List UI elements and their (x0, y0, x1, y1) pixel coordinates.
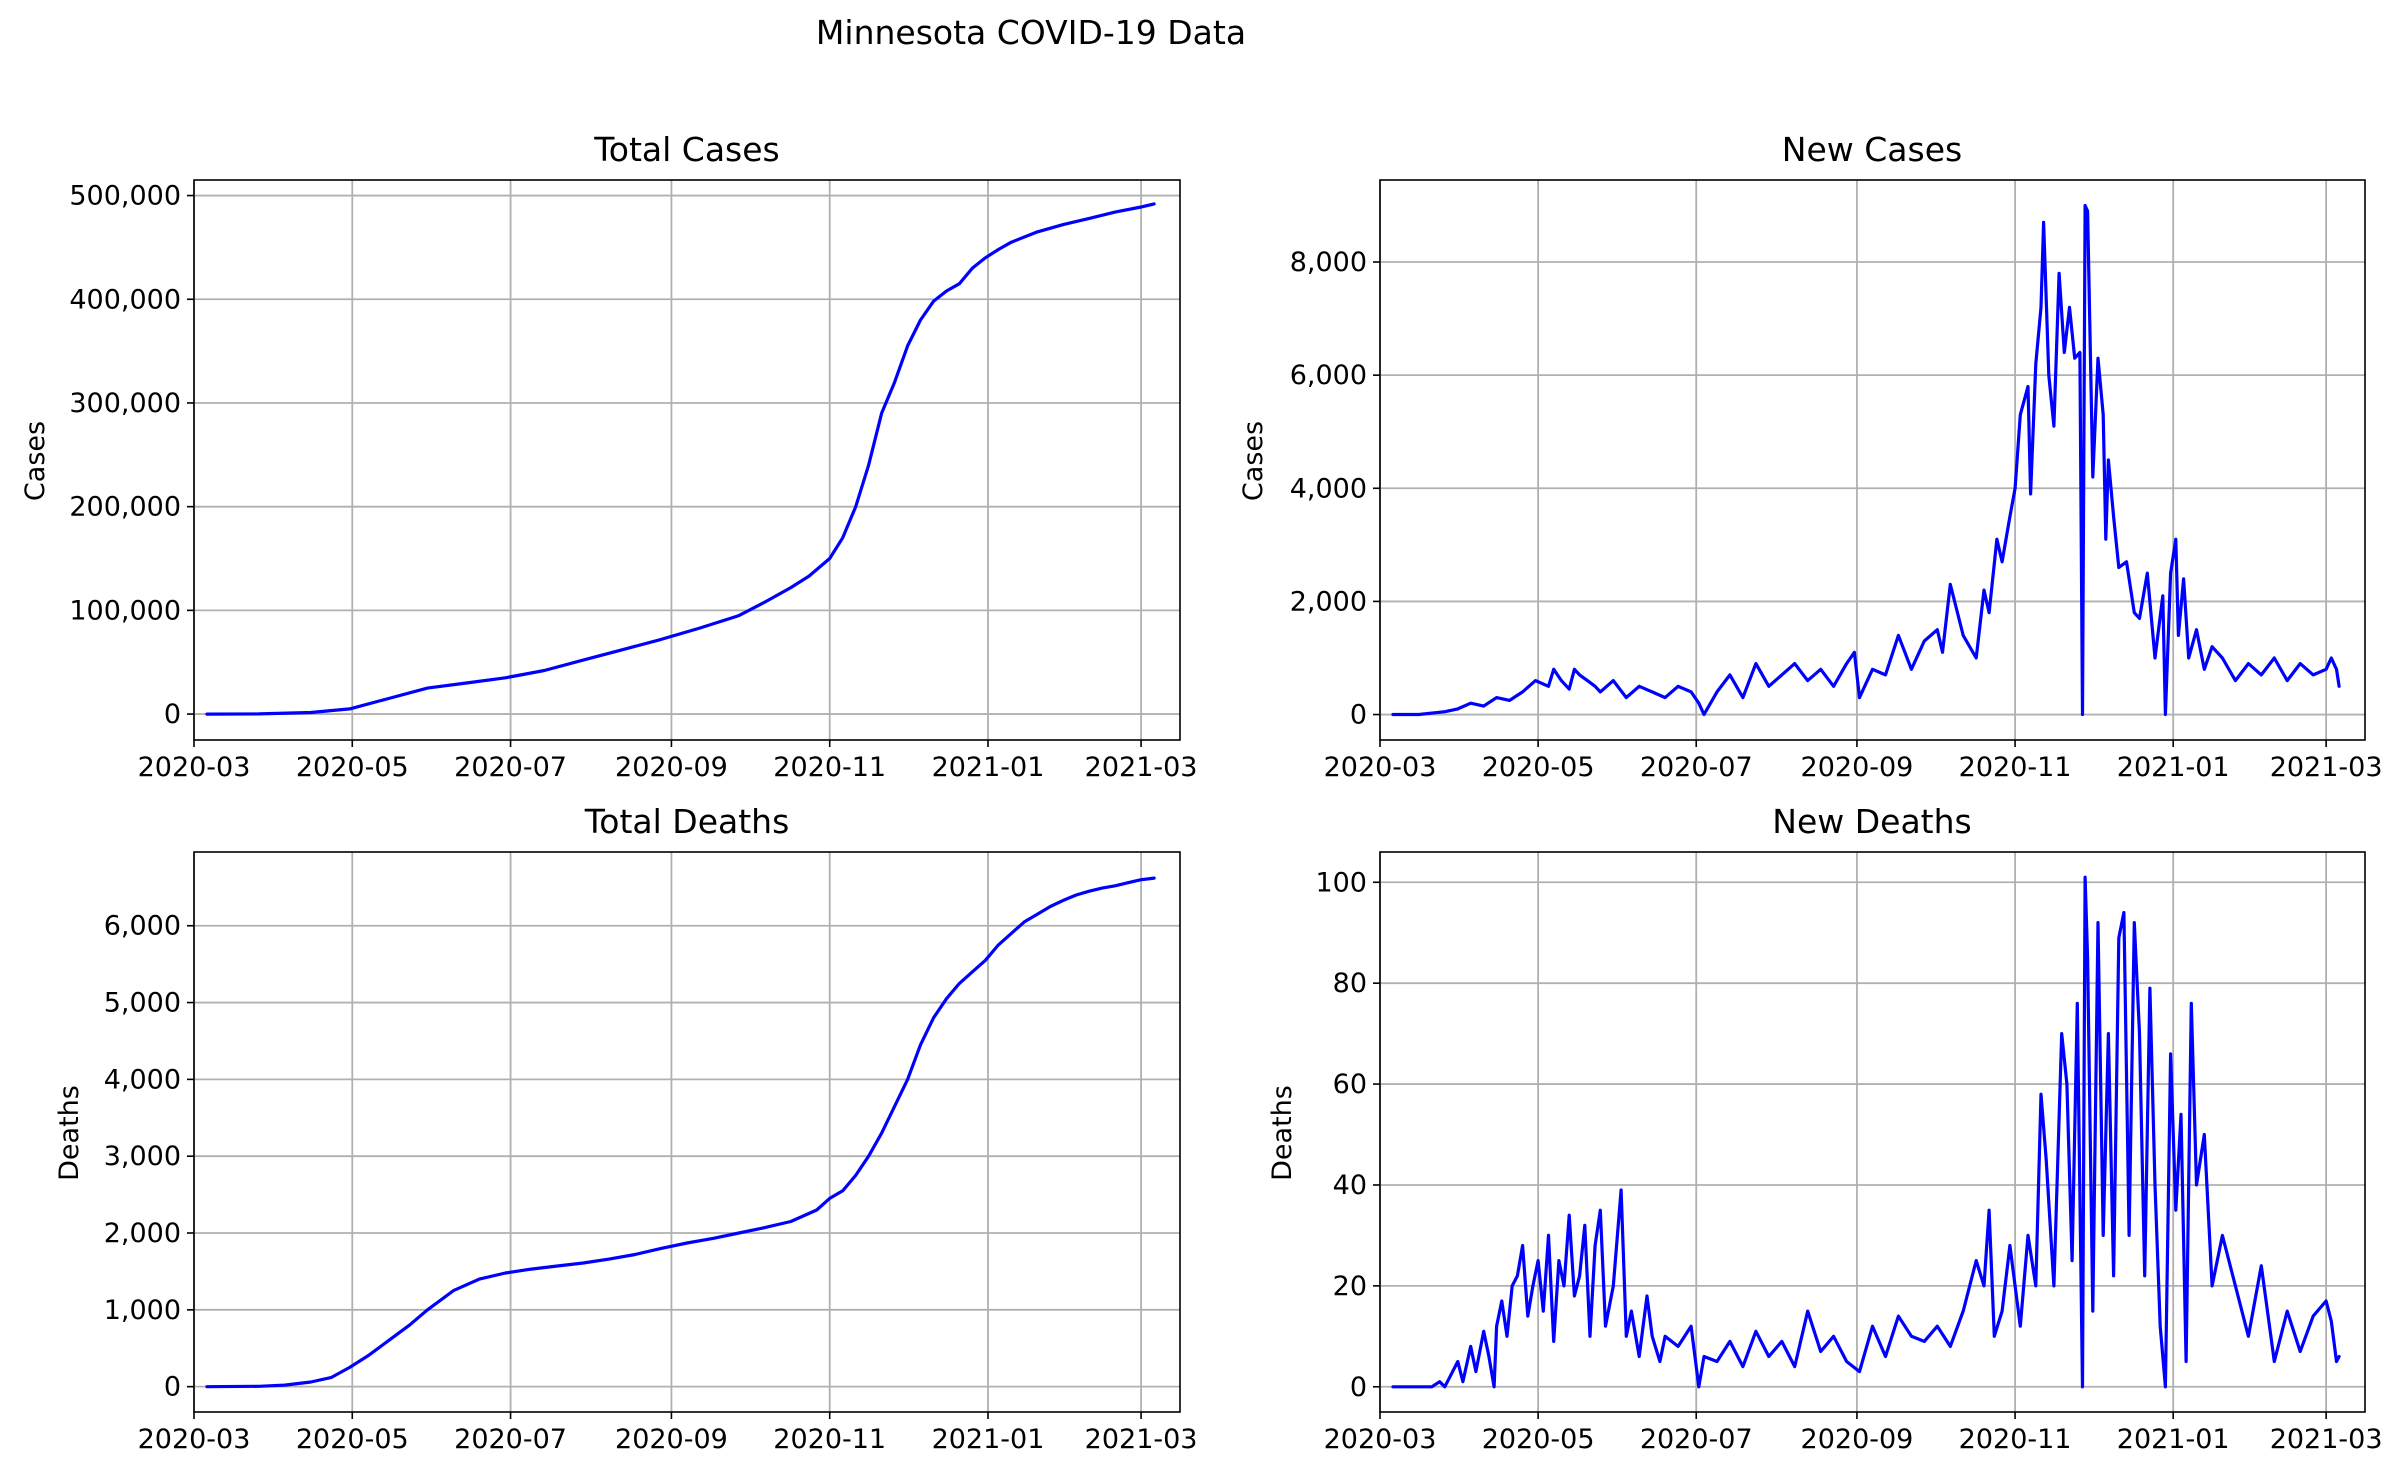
y-axis-label-new-cases: Cases (1238, 421, 1269, 501)
y-tick-label: 100,000 (69, 595, 181, 626)
y-tick-label: 1,000 (104, 1295, 181, 1326)
x-tick-label: 2021-01 (2117, 1424, 2230, 1455)
x-tick-label: 2020-05 (296, 752, 409, 783)
y-tick-label: 3,000 (104, 1141, 181, 1172)
x-tick-label: 2020-03 (1324, 752, 1437, 783)
y-tick-label: 40 (1333, 1170, 1367, 1201)
panel-total-cases: Total Cases Cases 2020-03 2020-05 2020-07 2… (20, 130, 1197, 783)
y-tick-label: 4,000 (1290, 473, 1367, 504)
plot-new-deaths: 2020-03 2020-05 2020-07 2020-09 2020-11 2021-… (1315, 851, 2383, 1455)
axes-frame (1379, 851, 2366, 1413)
axes-frame (193, 179, 1181, 741)
y-tick-label: 20 (1333, 1271, 1367, 1302)
x-tick-label: 2021-01 (2117, 752, 2230, 783)
panel-new-deaths: New Deaths Deaths 2020-03 2020-05 2020-07 2… (1267, 802, 2383, 1455)
y-axis-label-total-cases: Cases (20, 421, 51, 501)
x-tick-label: 2021-01 (932, 1424, 1045, 1455)
x-tick-label: 2020-11 (773, 752, 886, 783)
x-tick-label: 2021-01 (932, 752, 1045, 783)
axes-frame (193, 851, 1181, 1413)
y-tick-label: 2,000 (104, 1218, 181, 1249)
panel-title-new-deaths: New Deaths (1772, 802, 1971, 841)
x-tick-label: 2020-03 (138, 752, 251, 783)
panel-new-cases: New Cases Cases 2020-03 2020-05 2020-07 202… (1238, 130, 2383, 783)
x-tick-label: 2021-03 (1085, 1424, 1198, 1455)
y-tick-label: 100 (1315, 867, 1367, 898)
y-tick-label: 300,000 (69, 388, 181, 419)
y-tick-label: 2,000 (1290, 586, 1367, 617)
x-tick-label: 2020-05 (296, 1424, 409, 1455)
x-tick-label: 2020-05 (1482, 752, 1595, 783)
series-line (1391, 203, 2341, 717)
axes-frame (1379, 179, 2366, 741)
y-axis-label-new-deaths: Deaths (1267, 1085, 1298, 1181)
x-tick-label: 2020-07 (454, 752, 567, 783)
x-tick-label: 2020-03 (138, 1424, 251, 1455)
figure-title: Minnesota COVID-19 Data (816, 13, 1246, 52)
y-tick-label: 0 (1350, 700, 1367, 731)
y-tick-label: 400,000 (69, 284, 181, 315)
panel-total-deaths: Total Deaths Deaths 2020-03 2020-05 2020-0… (54, 802, 1197, 1455)
x-tick-label: 2020-07 (1640, 1424, 1753, 1455)
y-tick-label: 6,000 (1290, 360, 1367, 391)
x-tick-label: 2020-05 (1482, 1424, 1595, 1455)
y-tick-label: 6,000 (104, 911, 181, 942)
x-tick-label: 2020-09 (1801, 752, 1914, 783)
series-line (1391, 875, 2341, 1389)
x-tick-label: 2020-11 (1959, 752, 2072, 783)
x-tick-label: 2021-03 (2270, 1424, 2383, 1455)
y-tick-label: 60 (1333, 1069, 1367, 1100)
y-tick-label: 8,000 (1290, 247, 1367, 278)
y-tick-label: 0 (164, 699, 181, 730)
x-tick-label: 2021-03 (2270, 752, 2383, 783)
y-tick-label: 0 (1350, 1372, 1367, 1403)
x-tick-label: 2020-09 (1801, 1424, 1914, 1455)
y-tick-label: 0 (164, 1372, 181, 1403)
series-line (205, 876, 1156, 1389)
plot-total-deaths: 2020-03 2020-05 2020-07 2020-09 2020-11 2021-… (104, 851, 1198, 1455)
x-tick-label: 2020-07 (1640, 752, 1753, 783)
x-tick-label: 2020-09 (615, 1424, 728, 1455)
y-tick-label: 5,000 (104, 988, 181, 1019)
plot-total-cases: 2020-03 2020-05 2020-07 2020-09 2020-11 2021-… (69, 179, 1198, 783)
y-tick-label: 200,000 (69, 492, 181, 523)
x-tick-label: 2020-07 (454, 1424, 567, 1455)
y-tick-label: 80 (1333, 968, 1367, 999)
x-tick-label: 2020-03 (1324, 1424, 1437, 1455)
x-tick-label: 2020-11 (1959, 1424, 2072, 1455)
x-tick-label: 2021-03 (1085, 752, 1198, 783)
x-tick-label: 2020-11 (773, 1424, 886, 1455)
plot-new-cases: 2020-03 2020-05 2020-07 2020-09 2020-11 2021-… (1290, 179, 2383, 783)
y-tick-label: 4,000 (104, 1064, 181, 1095)
x-tick-label: 2020-09 (615, 752, 728, 783)
y-tick-label: 500,000 (69, 181, 181, 212)
panel-title-total-deaths: Total Deaths (584, 802, 790, 841)
panel-title-total-cases: Total Cases (593, 130, 780, 169)
y-axis-label-total-deaths: Deaths (54, 1085, 85, 1181)
series-line (205, 202, 1156, 716)
panel-title-new-cases: New Cases (1782, 130, 1962, 169)
